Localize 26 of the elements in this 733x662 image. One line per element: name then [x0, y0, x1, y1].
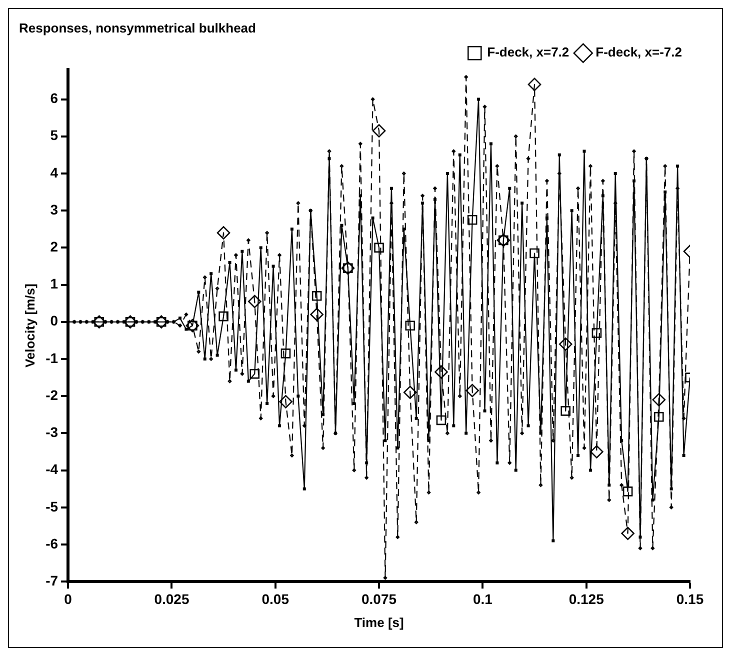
- y-tick-label: 6: [50, 90, 58, 106]
- y-tick-label: -7: [46, 572, 58, 588]
- x-tick-label: 0.125: [568, 590, 604, 607]
- y-tick-label: 3: [50, 201, 58, 218]
- x-tick-label: 0: [64, 590, 72, 607]
- x-axis-title: Time [s]: [354, 614, 404, 630]
- y-tick-label: -3: [46, 424, 58, 440]
- y-tick-label: 0: [50, 312, 58, 329]
- y-tick-label: 5: [50, 127, 58, 144]
- y-tick-label: -2: [46, 386, 58, 403]
- y-axis-title: Velocity [m/s]: [22, 284, 38, 368]
- y-tick-label: -1: [46, 350, 58, 366]
- y-tick-label: 1: [50, 276, 58, 292]
- x-tick-label: 0.025: [154, 590, 190, 607]
- x-tick-label: 0.075: [362, 590, 397, 607]
- x-tick-label: 0.1: [472, 590, 493, 607]
- y-tick-label: -6: [46, 535, 58, 552]
- chart-title: Responses, nonsymmetrical bulkhead: [19, 20, 256, 36]
- legend-label: F-deck, x=-7.2: [596, 44, 682, 60]
- x-tick-label: 0.05: [262, 590, 290, 607]
- y-tick-label: 2: [50, 238, 58, 255]
- y-tick-label: -4: [46, 461, 58, 478]
- x-tick-label: 0.15: [676, 590, 704, 607]
- y-tick-label: 4: [50, 164, 58, 180]
- legend-label: F-deck, x=7.2: [487, 44, 570, 60]
- y-tick-label: -5: [46, 498, 58, 514]
